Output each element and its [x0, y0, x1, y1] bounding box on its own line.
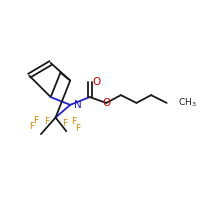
Text: F: F: [29, 122, 34, 131]
Text: F: F: [72, 117, 77, 126]
Text: F: F: [44, 117, 49, 126]
Text: F: F: [75, 124, 81, 133]
Text: F: F: [62, 119, 67, 128]
Text: O: O: [93, 77, 101, 87]
Text: F: F: [34, 116, 39, 125]
Text: CH$_3$: CH$_3$: [178, 97, 197, 109]
Text: O: O: [102, 98, 110, 108]
Text: N: N: [74, 100, 82, 110]
